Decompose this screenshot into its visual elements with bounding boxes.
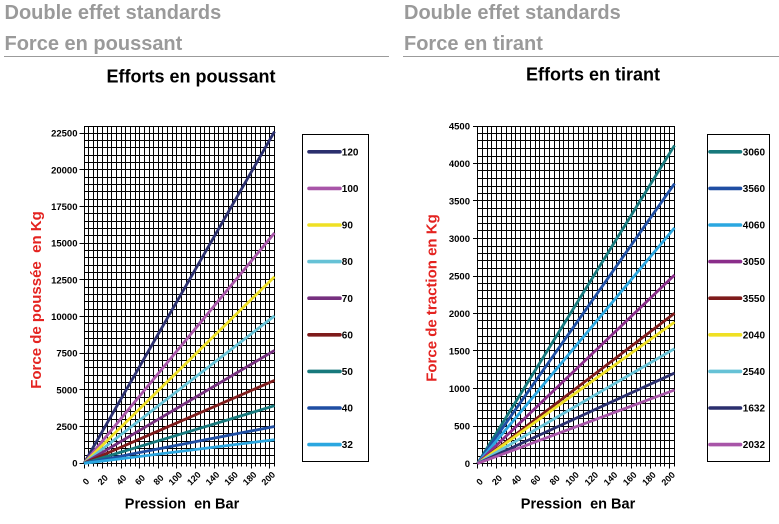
svg-text:20: 20 [490,473,504,487]
svg-text:4500: 4500 [449,121,470,132]
svg-text:80: 80 [342,257,354,268]
svg-text:40: 40 [342,404,354,415]
svg-text:3550: 3550 [743,294,766,305]
svg-text:20: 20 [96,473,110,487]
svg-text:100: 100 [342,184,359,195]
svg-text:2540: 2540 [743,367,766,378]
svg-text:160: 160 [222,470,240,488]
svg-text:Force de poussée en Kg: Force de poussée en Kg [28,211,45,389]
svg-text:2500: 2500 [449,271,470,282]
svg-text:120: 120 [185,470,203,488]
svg-text:3560: 3560 [743,184,766,195]
svg-text:80: 80 [548,473,562,487]
svg-text:80: 80 [152,473,166,487]
svg-text:3000: 3000 [449,234,470,245]
svg-text:40: 40 [509,473,523,487]
svg-text:180: 180 [640,470,658,488]
svg-text:10000: 10000 [51,312,77,323]
svg-text:17500: 17500 [51,202,77,213]
svg-text:32: 32 [342,440,354,451]
svg-text:40: 40 [114,473,128,487]
svg-text:70: 70 [342,294,354,305]
svg-text:1000: 1000 [449,384,470,395]
svg-text:0: 0 [465,459,470,470]
svg-text:4060: 4060 [743,221,766,232]
svg-text:500: 500 [454,421,470,432]
svg-text:15000: 15000 [51,239,77,250]
svg-text:60: 60 [342,330,354,341]
svg-text:0: 0 [474,477,485,488]
svg-text:60: 60 [133,473,147,487]
svg-text:140: 140 [204,470,222,488]
svg-text:200: 200 [659,470,677,488]
svg-text:160: 160 [621,470,639,488]
svg-text:200: 200 [259,470,277,488]
svg-text:Pression en Bar: Pression en Bar [521,497,636,513]
svg-text:180: 180 [241,470,259,488]
svg-text:Pression en Bar: Pression en Bar [125,497,240,513]
svg-text:1632: 1632 [743,404,766,415]
svg-text:3050: 3050 [743,257,766,268]
svg-text:2000: 2000 [449,309,470,320]
svg-text:Efforts en tirant: Efforts en tirant [526,65,660,85]
svg-text:12500: 12500 [51,275,77,286]
svg-text:2500: 2500 [56,422,77,433]
svg-text:Efforts en poussant: Efforts en poussant [106,67,275,87]
svg-text:120: 120 [342,147,359,158]
svg-text:3500: 3500 [449,196,470,207]
svg-text:100: 100 [167,470,185,488]
svg-text:50: 50 [342,367,354,378]
svg-text:1500: 1500 [449,346,470,357]
svg-text:4000: 4000 [449,159,470,170]
svg-text:Force de traction en Kg: Force de traction en Kg [424,214,441,382]
svg-text:140: 140 [602,470,620,488]
svg-text:0: 0 [72,459,77,470]
svg-text:2040: 2040 [743,330,766,341]
svg-text:5000: 5000 [56,385,77,396]
svg-text:120: 120 [583,470,601,488]
svg-text:60: 60 [528,473,542,487]
svg-text:20000: 20000 [51,165,77,176]
svg-text:2032: 2032 [743,440,766,451]
svg-text:3060: 3060 [743,147,766,158]
svg-text:90: 90 [342,221,354,232]
svg-text:22500: 22500 [51,129,77,140]
svg-text:7500: 7500 [56,349,77,360]
svg-text:100: 100 [563,470,581,488]
svg-text:0: 0 [81,476,92,487]
